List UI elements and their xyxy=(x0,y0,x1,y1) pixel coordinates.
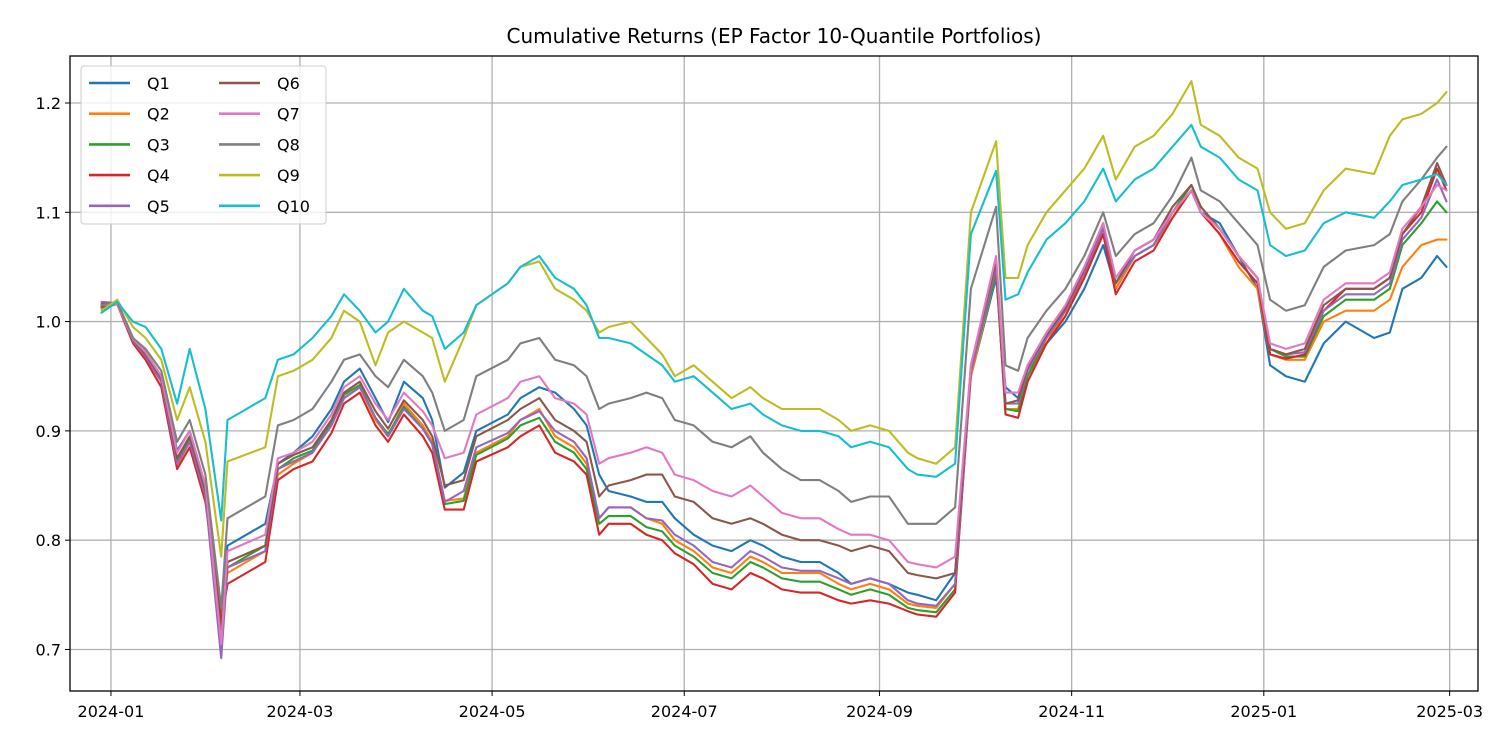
series-line-q4 xyxy=(100,167,1448,624)
series-lines xyxy=(100,80,1448,660)
y-tick-label: 1.2 xyxy=(36,94,61,113)
legend: Q1 Q2 Q3 Q4 Q5 Q6 Q7 Q8 Q9 Q10 xyxy=(80,65,327,225)
x-tick-label: 2024-07 xyxy=(651,702,718,721)
x-tick-label: 2024-09 xyxy=(846,702,913,721)
grid xyxy=(70,56,1478,691)
legend-label-q10: Q10 xyxy=(277,197,310,216)
series-line-q7 xyxy=(100,183,1448,646)
x-tick-label: 2024-05 xyxy=(459,702,526,721)
legend-label-q8: Q8 xyxy=(277,135,300,154)
y-tick-label: 0.7 xyxy=(36,640,61,659)
x-tick-label: 2025-03 xyxy=(1416,702,1483,721)
y-tick-label: 0.8 xyxy=(36,531,61,550)
legend-label-q7: Q7 xyxy=(277,105,300,124)
legend-label-q5: Q5 xyxy=(147,197,170,216)
legend-label-q2: Q2 xyxy=(147,105,170,124)
legend-label-q1: Q1 xyxy=(147,74,170,93)
x-tick-label: 2025-01 xyxy=(1230,702,1297,721)
y-tick-label: 1.1 xyxy=(36,203,61,222)
legend-label-q6: Q6 xyxy=(277,74,300,93)
x-tick-label: 2024-03 xyxy=(267,702,334,721)
legend-label-q3: Q3 xyxy=(147,135,170,154)
legend-box xyxy=(80,65,327,225)
chart-title: Cumulative Returns (EP Factor 10-Quantil… xyxy=(507,24,1042,48)
y-tick-label: 1.0 xyxy=(36,313,61,332)
y-tick-label: 0.9 xyxy=(36,422,61,441)
legend-label-q9: Q9 xyxy=(277,166,300,185)
plot-frame xyxy=(69,55,1479,692)
series-line-q8 xyxy=(100,145,1448,609)
axes: 2024-01 2024-03 2024-05 2024-07 2024-09 2024-… xyxy=(36,94,1484,721)
x-tick-label: 2024-11 xyxy=(1038,702,1105,721)
series-line-q10 xyxy=(100,123,1448,522)
x-tick-label: 2024-01 xyxy=(78,702,145,721)
series-line-q6 xyxy=(100,162,1448,635)
series-line-q9 xyxy=(100,80,1448,558)
legend-label-q4: Q4 xyxy=(147,166,170,185)
